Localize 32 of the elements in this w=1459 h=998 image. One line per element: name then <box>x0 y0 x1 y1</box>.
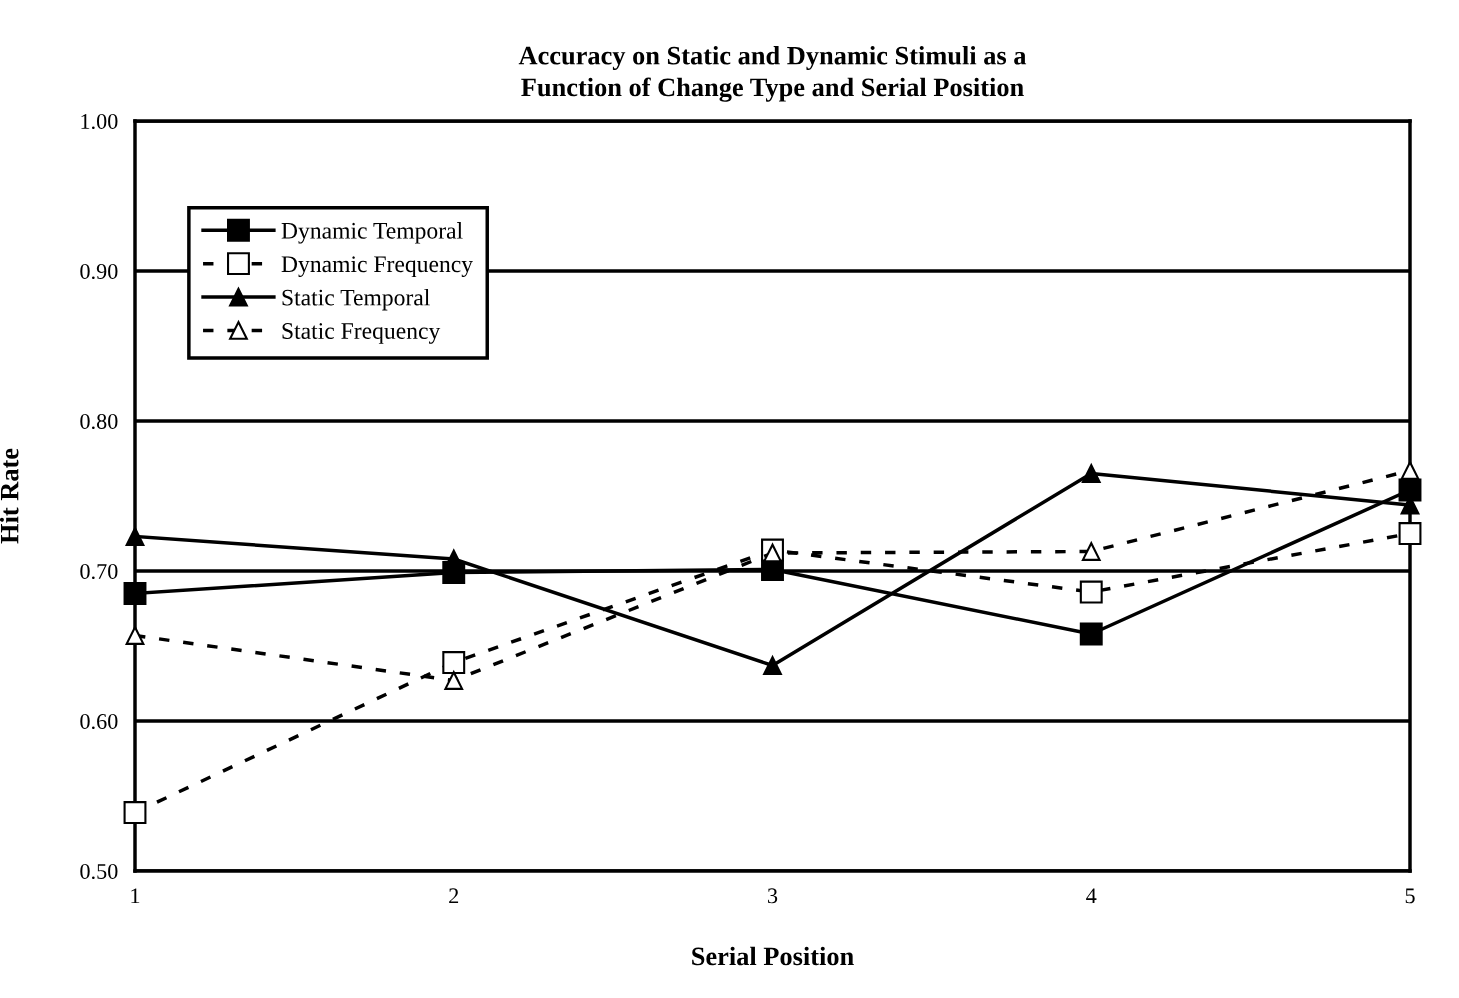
point <box>125 527 145 546</box>
x-tick-label: 5 <box>1405 888 1415 904</box>
y-tick-label: 0.60 <box>80 713 118 730</box>
chart-title: Accuracy on Static and Dynamic Stimuli as a Function of Change Type and Serial Position <box>518 45 1027 102</box>
y-tick-label: 0.70 <box>80 563 118 580</box>
x-tick-label: 3 <box>768 888 778 904</box>
y-tick-label: 0.50 <box>80 863 118 880</box>
point <box>125 626 145 645</box>
point <box>1400 461 1420 480</box>
y-tick-label: 0.80 <box>80 413 118 430</box>
point <box>123 801 147 824</box>
legend-label: Static Temporal <box>282 288 430 311</box>
x-tick-label: 1 <box>131 888 140 904</box>
point <box>763 656 782 675</box>
y-tick-label: 0.90 <box>80 263 118 280</box>
legend-label: Dynamic Frequency <box>281 256 473 278</box>
x-tick-label: 4 <box>1086 888 1097 904</box>
point <box>444 671 464 690</box>
point <box>763 543 782 563</box>
legend-label: Static Frequency <box>282 323 441 344</box>
legend-label: Dynamic Temporal <box>281 222 463 244</box>
y-axis-title: Hit Rate <box>0 448 19 544</box>
point <box>442 651 466 674</box>
point <box>123 582 147 605</box>
point <box>1079 580 1103 604</box>
point <box>1079 622 1103 646</box>
x-tick-label: 2 <box>449 888 459 904</box>
point <box>1081 542 1101 561</box>
point <box>1081 464 1101 483</box>
point <box>1398 522 1422 545</box>
x-axis-title: Serial Position <box>692 946 854 966</box>
y-tick-label: 1.00 <box>81 113 118 130</box>
